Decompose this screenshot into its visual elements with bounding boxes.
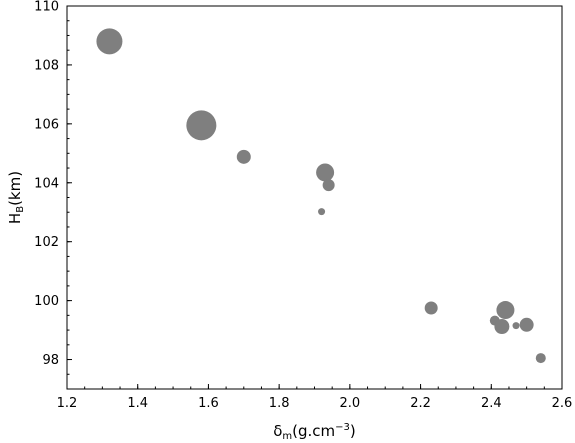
x-tick-label: 1.4 (127, 396, 148, 411)
y-axis-label: HB(km) (6, 171, 26, 224)
x-tick-label: 1.6 (198, 396, 219, 411)
data-point-12 (519, 317, 534, 332)
x-axis-label: δm(g.cm−3) (273, 422, 356, 442)
data-point-11 (512, 322, 520, 330)
y-tick-label: 104 (34, 176, 59, 191)
data-point-2 (186, 110, 217, 141)
y-tick-labels: 98 100 102 104 106 108 110 (34, 0, 59, 368)
x-tick-label: 2.6 (552, 396, 573, 411)
data-point-5 (322, 179, 335, 192)
data-point-7 (424, 301, 438, 315)
y-tick-label: 98 (42, 353, 59, 368)
data-point-1 (96, 28, 123, 55)
data-point-3 (236, 149, 251, 164)
x-tick-label: 2.4 (481, 396, 502, 411)
data-point-6 (318, 208, 326, 216)
x-tick-label: 1.8 (269, 396, 290, 411)
x-tick-label: 2.2 (410, 396, 431, 411)
x-tick-label: 1.2 (57, 396, 78, 411)
x-tick-label: 2.0 (340, 396, 361, 411)
data-point-13 (535, 353, 546, 364)
plot-frame (66, 5, 563, 390)
data-point-9 (494, 319, 510, 335)
y-ticks (67, 5, 72, 390)
y-tick-label: 102 (34, 235, 59, 250)
x-tick-labels: 1.2 1.4 1.6 1.8 2.0 2.2 2.4 2.6 (57, 396, 573, 411)
data-point-10 (496, 301, 515, 320)
x-ticks (66, 384, 563, 389)
y-tick-label: 100 (34, 294, 59, 309)
y-tick-label: 108 (34, 58, 59, 73)
points-layer (96, 28, 546, 364)
data-point-4 (316, 163, 335, 182)
y-tick-label: 106 (34, 117, 59, 132)
y-tick-label: 110 (34, 0, 59, 15)
